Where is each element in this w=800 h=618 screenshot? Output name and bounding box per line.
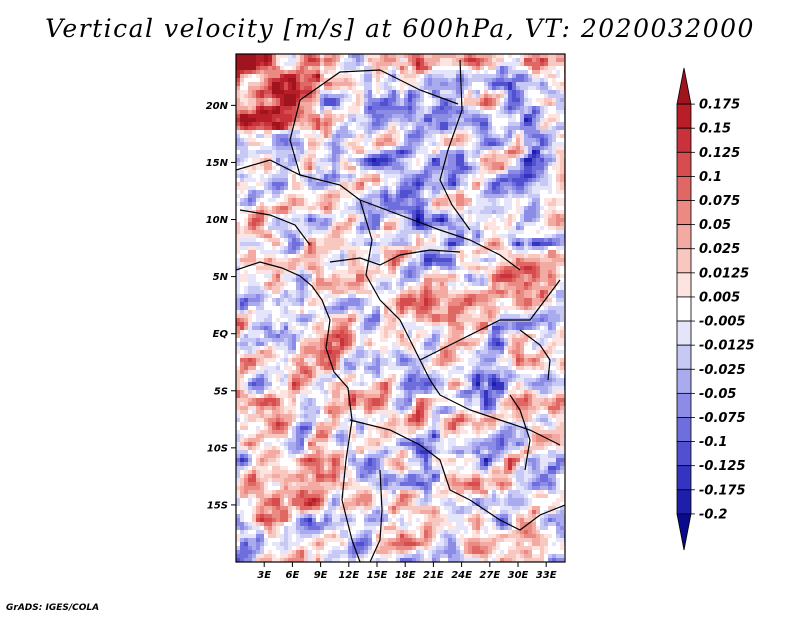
colorbar-label: 0.025 — [699, 242, 740, 257]
border-11 — [469, 499, 565, 531]
colorbar-label: 0.05 — [699, 218, 731, 233]
colorbar-label: 0.1 — [699, 170, 722, 185]
x-tick-label: 30E — [508, 570, 529, 581]
colorbar-block — [676, 368, 692, 394]
border-16 — [509, 394, 531, 471]
y-tick-label: 15S — [207, 500, 228, 511]
colorbar-block — [676, 176, 692, 201]
border-5 — [439, 59, 471, 231]
colorbar-label: -0.025 — [699, 363, 746, 378]
colorbar-block — [676, 392, 692, 418]
colorbar-label: -0.1 — [699, 435, 727, 450]
colorbar-block — [676, 465, 692, 491]
border-15 — [519, 329, 551, 381]
y-tick-label: 5N — [213, 272, 229, 283]
colorbar-block — [676, 344, 692, 370]
y-tick-label: EQ — [213, 329, 229, 340]
x-tick-label: 21E — [423, 570, 444, 581]
colorbar-label: -0.075 — [699, 411, 746, 426]
colorbar-label: -0.005 — [699, 315, 746, 330]
border-8 — [439, 394, 561, 446]
chart-title: Vertical velocity [m/s] at 600hPa, VT: 2… — [45, 14, 755, 43]
border-4 — [329, 249, 461, 266]
colorbar-block — [676, 417, 692, 442]
border-6 — [379, 299, 441, 396]
x-tick-label: 15E — [367, 570, 388, 581]
border-14 — [236, 159, 271, 171]
credit-label: GrADS: IGES/COLA — [6, 603, 100, 613]
colorbar-label: -0.0125 — [699, 339, 755, 354]
x-tick-label: 6E — [286, 570, 300, 581]
colorbar-top-arrow — [676, 67, 692, 105]
y-tick-label: 10N — [206, 215, 229, 226]
x-tick-label: 33E — [536, 570, 557, 581]
y-tick-label: 10S — [207, 443, 228, 454]
x-tick-label: 24E — [451, 570, 472, 581]
colorbar-block — [676, 320, 692, 346]
x-tick-label: 18E — [395, 570, 416, 581]
border-0 — [236, 261, 361, 562]
colorbar-label: 0.175 — [699, 98, 740, 113]
colorbar-label: -0.05 — [699, 387, 736, 402]
colorbar-block — [676, 489, 692, 515]
border-10 — [369, 469, 383, 562]
colorbar-block — [676, 441, 692, 467]
border-3 — [359, 199, 381, 301]
colorbar-label: 0.075 — [699, 194, 740, 209]
velocity-field — [236, 54, 565, 562]
border-9 — [349, 419, 471, 501]
colorbar: 0.175 0.15 0.125 0.1 0.075 0.05 0.025 0.0125 0.0… — [676, 67, 755, 551]
y-tick-label: 5S — [214, 386, 228, 397]
colorbar-label: 0.15 — [699, 122, 731, 137]
border-1 — [299, 69, 459, 105]
y-tick-label: 20N — [206, 101, 229, 112]
colorbar-block — [676, 272, 692, 298]
border-13 — [239, 209, 311, 246]
border-2 — [359, 199, 521, 271]
x-tick-label: 3E — [257, 570, 271, 581]
border-17 — [289, 99, 301, 176]
colorbar-block — [676, 224, 692, 250]
border-7 — [419, 279, 561, 361]
colorbar-block — [676, 200, 692, 226]
colorbar-label: -0.175 — [699, 483, 746, 498]
x-tick-label: 9E — [314, 570, 328, 581]
country-borders — [236, 59, 565, 562]
colorbar-label: -0.125 — [699, 459, 746, 474]
colorbar-block — [676, 103, 692, 129]
colorbar-label: 0.0125 — [699, 266, 749, 281]
x-tick-label: 27E — [479, 570, 500, 581]
colorbar-bottom-arrow — [676, 513, 692, 551]
colorbar-label: -0.2 — [699, 507, 727, 522]
colorbar-block — [676, 127, 692, 153]
y-tick-label: 15N — [206, 158, 229, 169]
colorbar-block — [676, 296, 692, 322]
map-frame — [235, 53, 566, 563]
border-12 — [269, 159, 361, 201]
colorbar-block — [676, 151, 692, 177]
colorbar-label: 0.125 — [699, 146, 740, 161]
x-tick-label: 12E — [338, 570, 359, 581]
colorbar-block — [676, 248, 692, 274]
colorbar-label: 0.005 — [699, 290, 740, 305]
